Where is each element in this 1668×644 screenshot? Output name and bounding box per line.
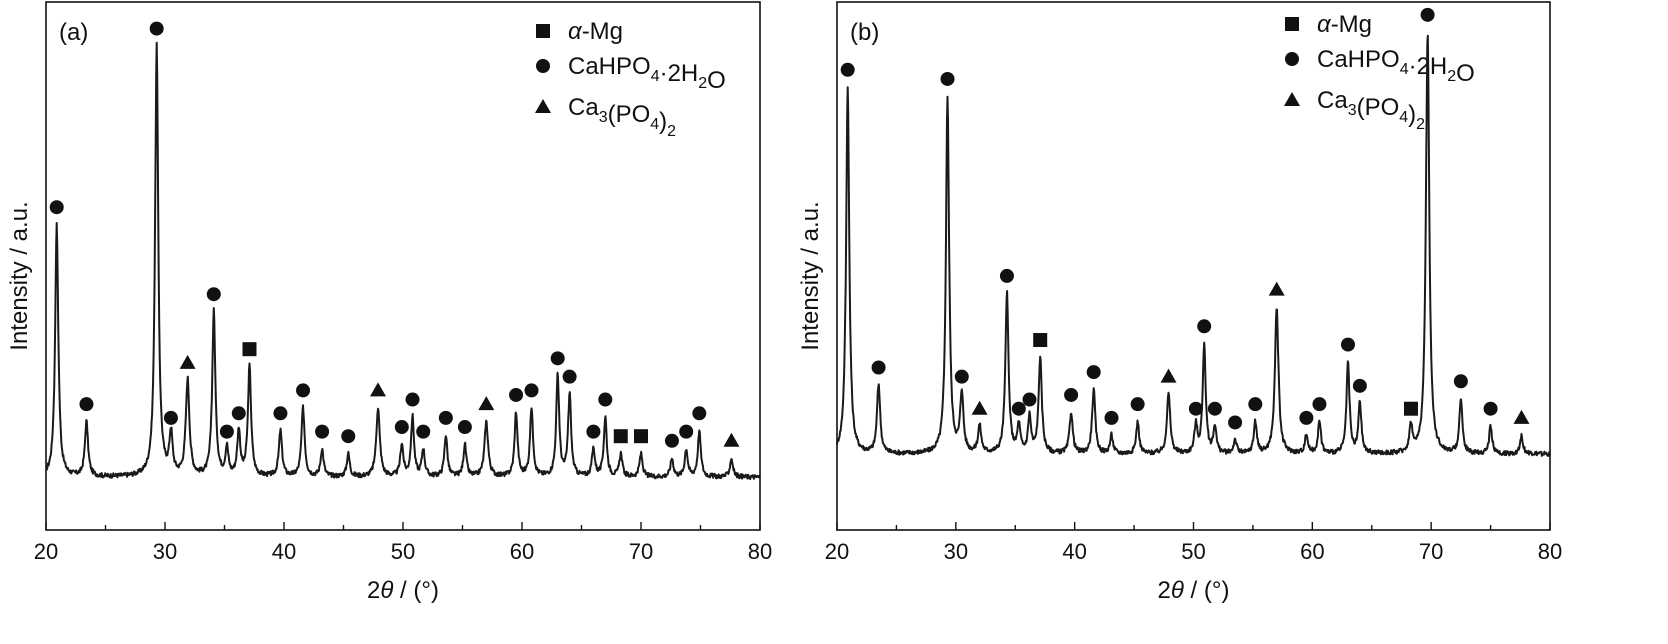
- peak-marker-circle: [49, 200, 64, 215]
- y-axis-title: Intensity / a.u.: [6, 201, 33, 350]
- peak-marker-circle: [524, 383, 539, 398]
- peak-marker-circle: [296, 383, 311, 398]
- panel-a: 20 30 40 50 60 70 80 2θ / (°) Intensity / a.u. (a…: [6, 1, 772, 604]
- peak-marker-square: [1033, 333, 1048, 348]
- peak-marker-square: [613, 429, 628, 444]
- peak-marker-triangle: [971, 400, 988, 415]
- peak-marker-circle: [1064, 387, 1079, 402]
- xrd-pattern-line: [836, 34, 1551, 457]
- peak-marker-circle: [940, 71, 955, 86]
- peak-marker-circle: [871, 360, 886, 375]
- legend-label-2: Ca3(PO4)2: [568, 94, 676, 140]
- x-tick-label: 80: [748, 539, 772, 564]
- x-tick-label: 60: [510, 539, 534, 564]
- legend-marker-circle: [536, 59, 550, 73]
- x-axis-title: 2θ / (°): [1158, 577, 1230, 604]
- peak-marker-circle: [163, 410, 178, 425]
- legend-marker-circle: [1285, 52, 1299, 66]
- peak-marker-circle: [550, 351, 565, 366]
- x-tick-label: 80: [1538, 539, 1562, 564]
- legend-label-2: Ca3(PO4)2: [1317, 87, 1425, 133]
- peak-marker-triangle: [1268, 281, 1285, 296]
- peak-marker-circle: [509, 387, 524, 402]
- panel-b: 20 30 40 50 60 70 80 2θ / (°) Intensity / a.u. (b…: [797, 1, 1562, 604]
- legend-marker-triangle: [1284, 92, 1300, 106]
- peak-marker-circle: [341, 429, 356, 444]
- peak-marker-circle: [1248, 397, 1263, 412]
- x-tick-label: 40: [272, 539, 296, 564]
- peak-marker-triangle: [370, 382, 387, 397]
- peak-marker-circle: [1420, 7, 1435, 22]
- y-axis-title: Intensity / a.u.: [797, 201, 824, 350]
- x-tick-label: 40: [1062, 539, 1086, 564]
- peak-marker-square: [1403, 401, 1418, 416]
- xrd-pattern-line: [45, 41, 761, 480]
- peak-marker-triangle: [1513, 409, 1530, 424]
- peak-marker-circle: [1086, 365, 1101, 380]
- peak-marker-circle: [1299, 410, 1314, 425]
- legend-marker-square: [1285, 17, 1299, 31]
- x-tick-label: 70: [1419, 539, 1443, 564]
- peak-marker-circle: [438, 410, 453, 425]
- peak-marker-circle: [1197, 319, 1212, 334]
- peak-marker-circle: [1207, 401, 1222, 416]
- peak-marker-circle: [1104, 410, 1119, 425]
- peak-marker-square: [242, 342, 257, 357]
- peak-marker-circle: [1453, 374, 1468, 389]
- peak-marker-circle: [1188, 401, 1203, 416]
- legend-label-0: α-Mg: [1317, 11, 1372, 38]
- x-tick-label: 50: [1181, 539, 1205, 564]
- x-tick-label: 20: [825, 539, 849, 564]
- peak-marker-circle: [1483, 401, 1498, 416]
- peak-marker-triangle: [1160, 368, 1177, 383]
- x-tick-label: 30: [944, 539, 968, 564]
- peak-marker-circle: [457, 420, 472, 435]
- peak-marker-circle: [149, 21, 164, 36]
- peak-marker-circle: [231, 406, 246, 421]
- panel-label: (a): [59, 19, 88, 46]
- peak-marker-circle: [586, 424, 601, 439]
- peak-marker-circle: [1340, 337, 1355, 352]
- peak-marker-circle: [206, 287, 221, 302]
- legend-marker-triangle: [535, 99, 551, 113]
- peak-marker-triangle: [179, 354, 196, 369]
- peak-marker-circle: [692, 406, 707, 421]
- peak-marker-circle: [273, 406, 288, 421]
- peak-marker-circle: [954, 369, 969, 384]
- peak-marker-circle: [598, 392, 613, 407]
- x-tick-label: 20: [34, 539, 58, 564]
- legend-label-1: CaHPO4·2H2O: [568, 53, 726, 94]
- peak-marker-circle: [1130, 397, 1145, 412]
- peak-marker-circle: [664, 433, 679, 448]
- peak-marker-circle: [405, 392, 420, 407]
- peak-marker-circle: [562, 369, 577, 384]
- peak-marker-circle: [315, 424, 330, 439]
- peak-marker-square: [634, 429, 648, 444]
- peak-marker-circle: [840, 62, 855, 77]
- peak-marker-circle: [1352, 378, 1367, 393]
- peak-marker-circle: [1228, 415, 1243, 430]
- x-tick-label: 30: [153, 539, 177, 564]
- panel-label: (b): [850, 19, 879, 46]
- legend-label-1: CaHPO4·2H2O: [1317, 46, 1475, 87]
- legend-label-0: α-Mg: [568, 18, 623, 45]
- peak-marker-triangle: [478, 396, 495, 411]
- x-tick-label: 70: [629, 539, 653, 564]
- peak-marker-circle: [79, 397, 94, 412]
- peak-marker-circle: [1312, 397, 1327, 412]
- x-tick-label: 60: [1300, 539, 1324, 564]
- legend-marker-square: [536, 24, 550, 38]
- peak-marker-circle: [999, 268, 1014, 283]
- peak-marker-triangle: [723, 432, 740, 447]
- peak-marker-circle: [1011, 401, 1026, 416]
- peak-marker-circle: [394, 420, 409, 435]
- x-tick-label: 50: [391, 539, 415, 564]
- peak-marker-circle: [679, 424, 694, 439]
- x-axis-title: 2θ / (°): [367, 577, 439, 604]
- peak-marker-circle: [416, 424, 431, 439]
- peak-marker-circle: [1022, 392, 1037, 407]
- peak-marker-circle: [219, 424, 234, 439]
